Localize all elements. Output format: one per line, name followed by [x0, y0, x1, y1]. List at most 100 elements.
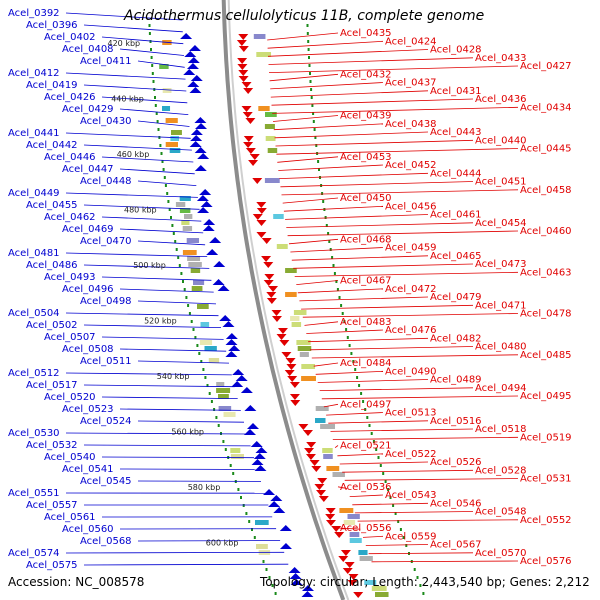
forward-gene-label[interactable]: Acel_0459 — [385, 243, 437, 254]
reverse-gene-label[interactable]: Acel_0530 — [8, 428, 60, 439]
forward-gene-label[interactable]: Acel_0461 — [430, 210, 482, 221]
forward-gene-label[interactable]: Acel_0427 — [520, 61, 572, 72]
forward-gene-label[interactable]: Acel_0452 — [385, 160, 437, 171]
forward-gene-label[interactable]: Acel_0479 — [430, 292, 482, 303]
reverse-gene-label[interactable]: Acel_0441 — [8, 128, 60, 139]
forward-gene-label[interactable]: Acel_0522 — [385, 449, 437, 460]
reverse-gene-label[interactable]: Acel_0426 — [44, 92, 96, 103]
reverse-gene-label[interactable]: Acel_0412 — [8, 68, 60, 79]
reverse-gene-label[interactable]: Acel_0470 — [80, 236, 132, 247]
forward-gene-label[interactable]: Acel_0468 — [340, 234, 392, 245]
forward-gene-label[interactable]: Acel_0435 — [340, 28, 392, 39]
forward-gene-label[interactable]: Acel_0543 — [385, 490, 437, 501]
forward-gene-label[interactable]: Acel_0567 — [430, 540, 482, 551]
forward-gene-label[interactable]: Acel_0526 — [430, 457, 482, 468]
reverse-gene-label[interactable]: Acel_0402 — [44, 32, 96, 43]
reverse-gene-label[interactable]: Acel_0498 — [80, 296, 132, 307]
reverse-gene-label[interactable]: Acel_0442 — [26, 140, 78, 151]
reverse-gene-label[interactable]: Acel_0504 — [8, 308, 60, 319]
reverse-gene-label[interactable]: Acel_0447 — [62, 164, 114, 175]
forward-gene-label[interactable]: Acel_0431 — [430, 86, 482, 97]
forward-gene-label[interactable]: Acel_0451 — [475, 177, 527, 188]
forward-gene-label[interactable]: Acel_0424 — [385, 36, 437, 47]
forward-gene-label[interactable]: Acel_0476 — [385, 325, 437, 336]
forward-gene-label[interactable]: Acel_0483 — [340, 317, 392, 328]
forward-gene-label[interactable]: Acel_0458 — [520, 185, 572, 196]
forward-gene-label[interactable]: Acel_0480 — [475, 342, 527, 353]
forward-gene-label[interactable]: Acel_0453 — [340, 152, 392, 163]
reverse-gene-label[interactable]: Acel_0481 — [8, 248, 60, 259]
reverse-gene-label[interactable]: Acel_0568 — [80, 536, 132, 547]
forward-gene-label[interactable]: Acel_0437 — [385, 78, 437, 89]
forward-gene-label[interactable]: Acel_0484 — [340, 358, 392, 369]
forward-gene-label[interactable]: Acel_0465 — [430, 251, 482, 262]
reverse-gene-label[interactable]: Acel_0462 — [44, 212, 96, 223]
reverse-gene-label[interactable]: Acel_0455 — [26, 200, 78, 211]
forward-gene-label[interactable]: Acel_0472 — [385, 284, 437, 295]
forward-gene-label[interactable]: Acel_0518 — [475, 424, 527, 435]
reverse-gene-label[interactable]: Acel_0419 — [26, 80, 78, 91]
forward-gene-label[interactable]: Acel_0552 — [520, 515, 572, 526]
forward-gene-label[interactable]: Acel_0443 — [430, 127, 482, 138]
forward-gene-label[interactable]: Acel_0559 — [385, 531, 437, 542]
forward-gene-label[interactable]: Acel_0444 — [430, 168, 482, 179]
forward-gene-label[interactable]: Acel_0460 — [520, 226, 572, 237]
reverse-gene-label[interactable]: Acel_0560 — [62, 524, 114, 535]
reverse-gene-label[interactable]: Acel_0449 — [8, 188, 60, 199]
reverse-gene-label[interactable]: Acel_0523 — [62, 404, 114, 415]
reverse-gene-label[interactable]: Acel_0446 — [44, 152, 96, 163]
forward-gene-label[interactable]: Acel_0471 — [475, 300, 527, 311]
reverse-gene-label[interactable]: Acel_0541 — [62, 464, 114, 475]
reverse-gene-label[interactable]: Acel_0502 — [26, 320, 78, 331]
forward-gene-label[interactable]: Acel_0439 — [340, 111, 392, 122]
forward-gene-label[interactable]: Acel_0428 — [430, 45, 482, 56]
reverse-gene-label[interactable]: Acel_0517 — [26, 380, 78, 391]
reverse-gene-label[interactable]: Acel_0448 — [80, 176, 132, 187]
reverse-gene-label[interactable]: Acel_0392 — [8, 8, 60, 19]
forward-gene-label[interactable]: Acel_0516 — [430, 416, 482, 427]
reverse-gene-label[interactable]: Acel_0524 — [80, 416, 132, 427]
forward-gene-label[interactable]: Acel_0467 — [340, 276, 392, 287]
forward-gene-label[interactable]: Acel_0513 — [385, 408, 437, 419]
forward-gene-label[interactable]: Acel_0556 — [340, 523, 392, 534]
forward-gene-label[interactable]: Acel_0497 — [340, 399, 392, 410]
reverse-gene-label[interactable]: Acel_0508 — [62, 344, 114, 355]
forward-gene-label[interactable]: Acel_0485 — [520, 350, 572, 361]
forward-gene-label[interactable]: Acel_0482 — [430, 333, 482, 344]
reverse-gene-label[interactable]: Acel_0512 — [8, 368, 60, 379]
reverse-gene-label[interactable]: Acel_0545 — [80, 476, 132, 487]
forward-gene-label[interactable]: Acel_0463 — [520, 267, 572, 278]
reverse-gene-label[interactable]: Acel_0486 — [26, 260, 78, 271]
reverse-gene-label[interactable]: Acel_0496 — [62, 284, 114, 295]
reverse-gene-label[interactable]: Acel_0507 — [44, 332, 96, 343]
reverse-gene-label[interactable]: Acel_0429 — [62, 104, 114, 115]
reverse-gene-label[interactable]: Acel_0561 — [44, 512, 96, 523]
forward-gene-label[interactable]: Acel_0450 — [340, 193, 392, 204]
reverse-gene-label[interactable]: Acel_0557 — [26, 500, 78, 511]
forward-gene-label[interactable]: Acel_0519 — [520, 432, 572, 443]
reverse-gene-label[interactable]: Acel_0430 — [80, 116, 132, 127]
reverse-gene-label[interactable]: Acel_0396 — [26, 20, 78, 31]
reverse-gene-label[interactable]: Acel_0408 — [62, 44, 114, 55]
forward-gene-label[interactable]: Acel_0489 — [430, 375, 482, 386]
reverse-gene-label[interactable]: Acel_0532 — [26, 440, 78, 451]
forward-gene-label[interactable]: Acel_0494 — [475, 383, 527, 394]
forward-gene-label[interactable]: Acel_0570 — [475, 548, 527, 559]
forward-gene-label[interactable]: Acel_0445 — [520, 144, 572, 155]
reverse-gene-label[interactable]: Acel_0511 — [80, 356, 132, 367]
reverse-gene-label[interactable]: Acel_0469 — [62, 224, 114, 235]
forward-gene-label[interactable]: Acel_0528 — [475, 465, 527, 476]
reverse-gene-label[interactable]: Acel_0551 — [8, 488, 60, 499]
forward-gene-label[interactable]: Acel_0531 — [520, 474, 572, 485]
forward-gene-label[interactable]: Acel_0433 — [475, 53, 527, 64]
forward-gene-label[interactable]: Acel_0440 — [475, 135, 527, 146]
forward-gene-label[interactable]: Acel_0456 — [385, 201, 437, 212]
forward-gene-label[interactable]: Acel_0495 — [520, 391, 572, 402]
reverse-gene-label[interactable]: Acel_0493 — [44, 272, 96, 283]
reverse-gene-label[interactable]: Acel_0520 — [44, 392, 96, 403]
reverse-gene-label[interactable]: Acel_0575 — [26, 560, 78, 571]
forward-gene-label[interactable]: Acel_0478 — [520, 309, 572, 320]
forward-gene-label[interactable]: Acel_0432 — [340, 69, 392, 80]
forward-gene-label[interactable]: Acel_0454 — [475, 218, 527, 229]
forward-gene-label[interactable]: Acel_0473 — [475, 259, 527, 270]
